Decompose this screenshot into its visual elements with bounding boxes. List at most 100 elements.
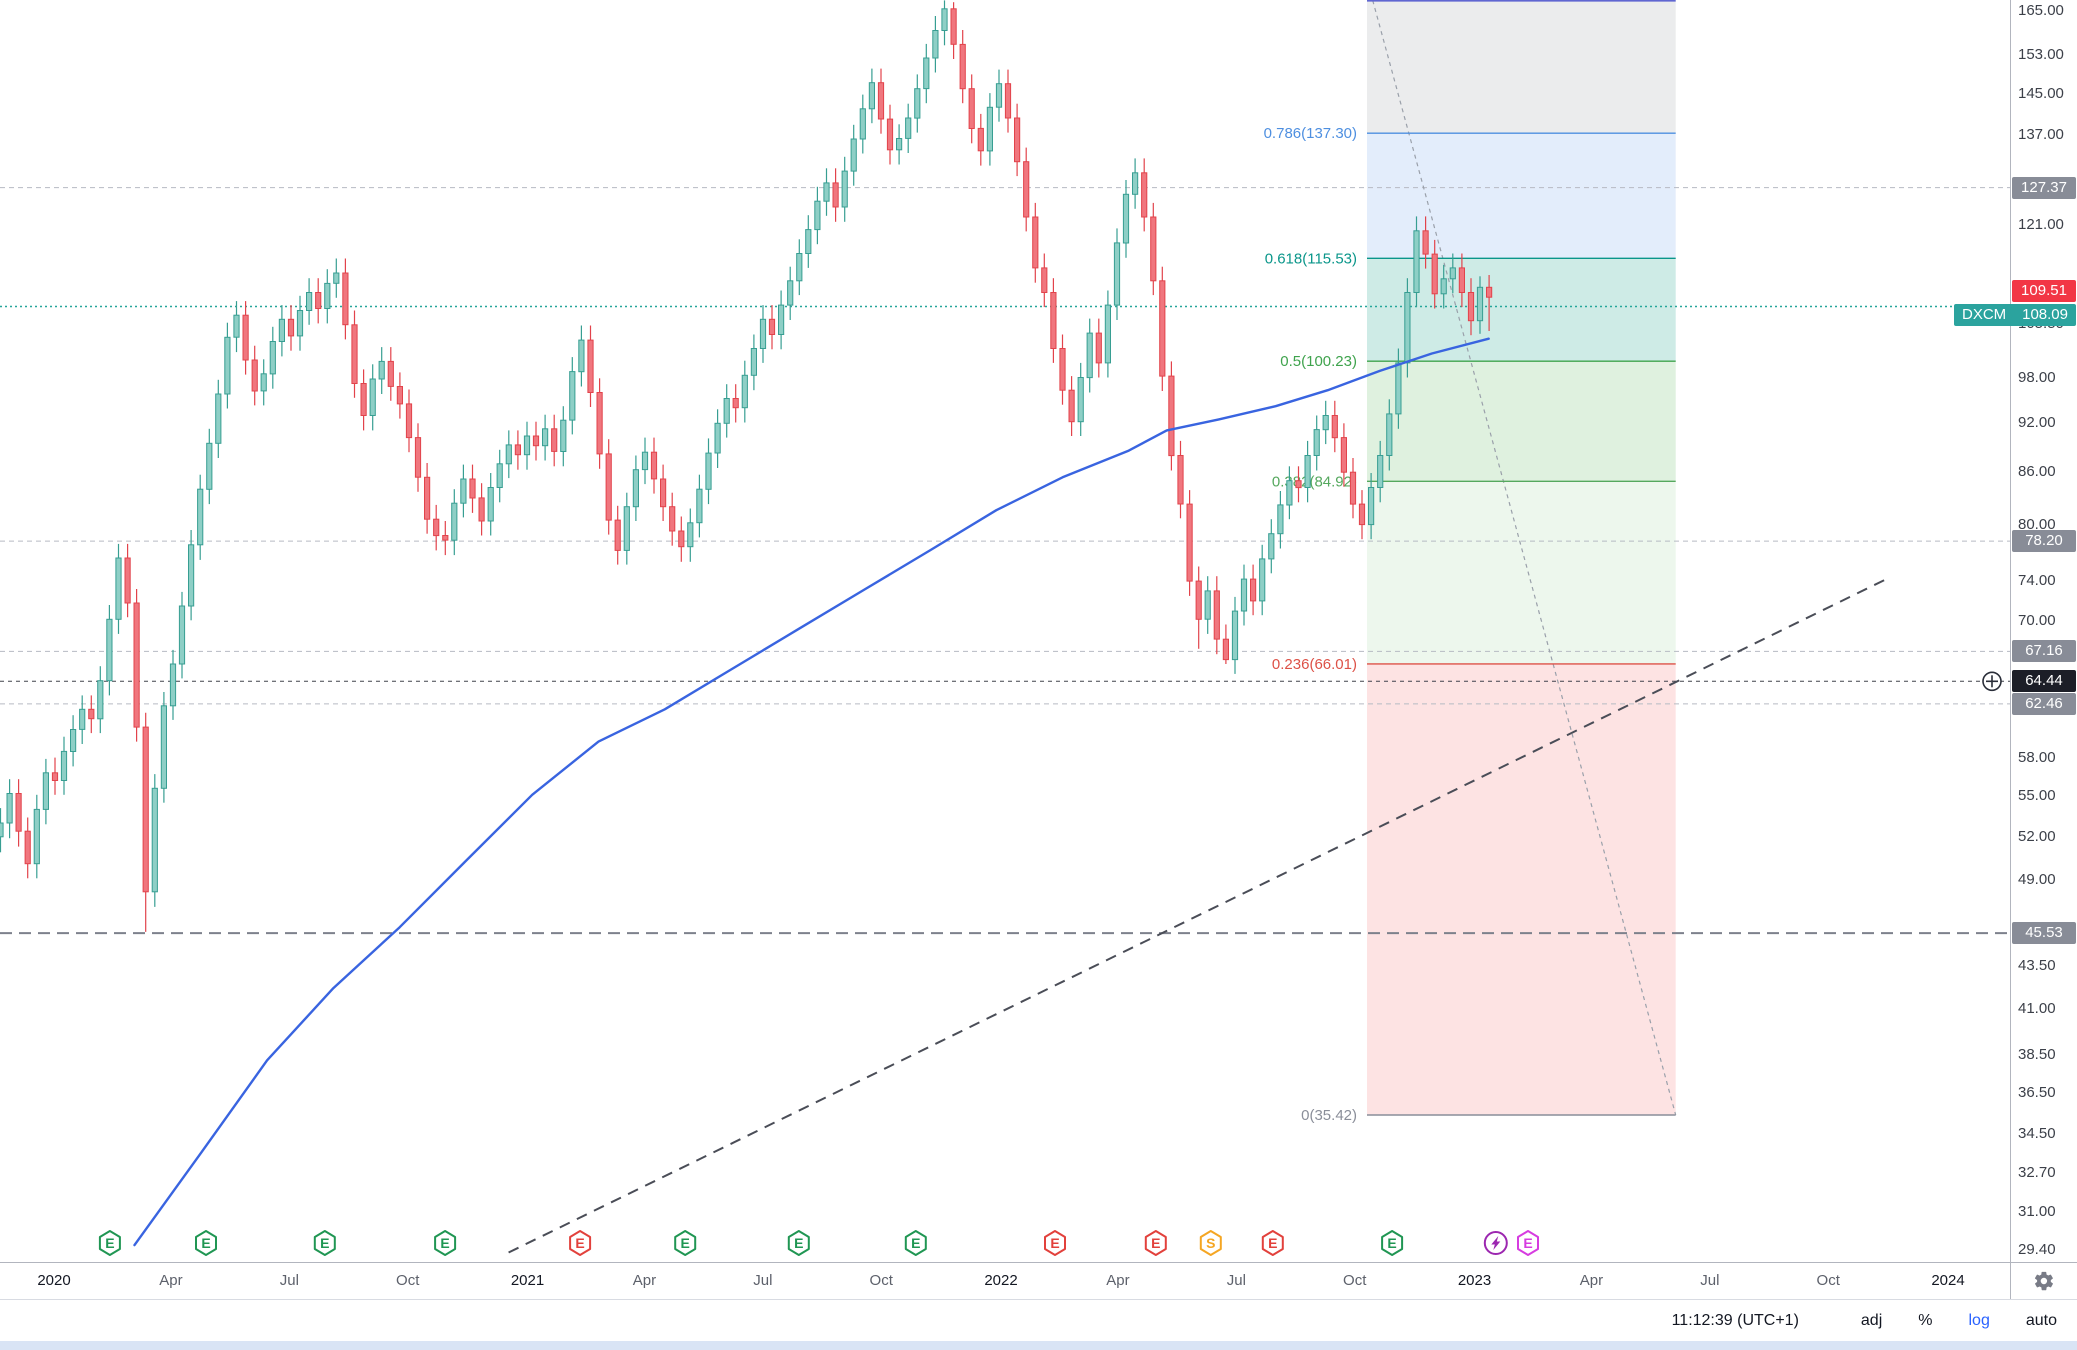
price-tick-label: 74.00 bbox=[2018, 572, 2056, 590]
time-tick-label: Jul bbox=[1226, 1272, 1246, 1289]
log-scale-toggle[interactable]: log bbox=[1968, 1311, 1990, 1329]
time-tick-label: Apr bbox=[1579, 1272, 1604, 1289]
price-tick-label: 29.40 bbox=[2018, 1241, 2056, 1258]
ma-line[interactable] bbox=[133, 337, 1490, 1247]
fib-level-label: 0.236(66.01) bbox=[1272, 656, 1357, 673]
gear-icon[interactable] bbox=[2033, 1270, 2055, 1292]
earnings-marker[interactable]: E bbox=[313, 1230, 336, 1256]
svg-text:E: E bbox=[575, 1235, 584, 1251]
time-tick-label: 2022 bbox=[984, 1272, 1018, 1289]
svg-text:E: E bbox=[201, 1235, 210, 1251]
price-tick-label: 41.00 bbox=[2018, 999, 2056, 1017]
price-tick-label: 70.00 bbox=[2018, 612, 2056, 630]
svg-text:E: E bbox=[1387, 1235, 1396, 1251]
fib-retracement-levels[interactable]: 0.786(137.30) 0.618(115.53) 0.5(100.23) 0.3… bbox=[1264, 0, 1676, 1124]
price-tick-label: 55.00 bbox=[2018, 787, 2056, 805]
price-tick-label: 58.00 bbox=[2018, 748, 2056, 766]
time-axis[interactable]: 2020 Apr Jul Oct 2021 Apr Jul Oct 2022 Apr Jul Oct 2… bbox=[0, 1262, 2010, 1299]
earnings-marker[interactable]: E bbox=[98, 1230, 121, 1256]
earnings-marker[interactable]: E bbox=[1517, 1230, 1539, 1256]
crosshair-price-badge: 64.44 bbox=[2012, 670, 2076, 693]
price-tick-label: 36.50 bbox=[2018, 1084, 2056, 1102]
price-tick-label: 145.00 bbox=[2018, 84, 2064, 102]
price-level-badge: 62.46 bbox=[2012, 692, 2076, 715]
time-tick-label: Jul bbox=[1700, 1272, 1720, 1289]
fib-anchor-line bbox=[1372, 0, 1677, 1116]
percent-scale-toggle[interactable]: % bbox=[1918, 1311, 1933, 1329]
price-tick-label: 52.00 bbox=[2018, 827, 2056, 845]
price-tick-label: 38.50 bbox=[2018, 1045, 2056, 1063]
fib-level-label: 0.382(84.92) bbox=[1272, 473, 1357, 490]
price-level-badge: 109.51 bbox=[2012, 280, 2076, 303]
price-tick-label: 49.00 bbox=[2018, 870, 2056, 888]
crosshair-price-marker[interactable] bbox=[1982, 671, 2002, 692]
svg-text:S: S bbox=[1206, 1235, 1215, 1251]
svg-text:E: E bbox=[681, 1235, 690, 1251]
earnings-marker[interactable]: E bbox=[1044, 1230, 1066, 1256]
time-tick-label: Apr bbox=[632, 1272, 657, 1289]
auto-scale-toggle[interactable]: auto bbox=[2025, 1311, 2057, 1329]
svg-text:E: E bbox=[1151, 1235, 1160, 1251]
earnings-marker[interactable]: E bbox=[674, 1230, 697, 1256]
price-tick-label: 43.50 bbox=[2018, 957, 2056, 975]
svg-text:E: E bbox=[794, 1235, 803, 1251]
price-tick-label: 121.00 bbox=[2018, 215, 2064, 233]
earnings-marker[interactable]: S bbox=[1199, 1230, 1222, 1256]
axis-settings-corner bbox=[2010, 1262, 2077, 1299]
svg-text:E: E bbox=[1050, 1235, 1059, 1251]
earnings-marker[interactable]: E bbox=[434, 1230, 457, 1256]
chart-plot-area[interactable]: 0.786(137.30) 0.618(115.53) 0.5(100.23) 0.3… bbox=[0, 0, 2010, 1262]
candles-series bbox=[0, 0, 1493, 932]
earnings-marker[interactable]: E bbox=[569, 1230, 592, 1256]
time-tick-label: Apr bbox=[159, 1272, 183, 1289]
candlestick-chart[interactable]: 0.786(137.30) 0.618(115.53) 0.5(100.23) 0.3… bbox=[0, 0, 2010, 1262]
adj-toggle[interactable]: adj bbox=[1860, 1311, 1883, 1329]
price-axis[interactable]: 165.00153.00145.00137.00121.00105.5098.0… bbox=[1954, 0, 2077, 1262]
earnings-marker[interactable]: E bbox=[787, 1230, 810, 1256]
price-tick-label: 34.50 bbox=[2018, 1125, 2056, 1143]
earnings-marker[interactable]: E bbox=[1261, 1230, 1284, 1256]
clock[interactable]: 11:12:39 (UTC+1) bbox=[1671, 1311, 1799, 1329]
price-tick-label: 86.00 bbox=[2018, 463, 2056, 481]
support-trendline[interactable] bbox=[508, 578, 1887, 1254]
svg-text:E: E bbox=[1523, 1235, 1532, 1251]
time-tick-label: Oct bbox=[1816, 1272, 1840, 1289]
time-tick-label: Oct bbox=[869, 1272, 893, 1289]
price-tick-label: 98.00 bbox=[2018, 368, 2056, 386]
earnings-marker[interactable]: E bbox=[1381, 1230, 1404, 1256]
price-tick-label: 165.00 bbox=[2018, 2, 2064, 19]
earnings-marker[interactable]: E bbox=[1144, 1230, 1167, 1256]
svg-text:E: E bbox=[105, 1235, 114, 1251]
price-tick-label: 92.00 bbox=[2018, 414, 2056, 432]
price-tick-label: 80.00 bbox=[2018, 515, 2056, 533]
alert-lightning-marker[interactable] bbox=[1483, 1231, 1508, 1255]
price-level-badge: 45.53 bbox=[2012, 922, 2076, 945]
time-tick-label: Jul bbox=[279, 1272, 299, 1289]
horizontal-price-lines bbox=[0, 187, 2010, 935]
fib-retracement-bands[interactable] bbox=[1367, 0, 1676, 1115]
earnings-marker[interactable]: E bbox=[195, 1230, 217, 1256]
time-tick-label: Oct bbox=[1343, 1272, 1367, 1289]
fib-level-label: 0.618(115.53) bbox=[1265, 250, 1357, 267]
fib-level-label: 0.5(100.23) bbox=[1280, 353, 1357, 370]
bottom-strip bbox=[0, 1341, 2077, 1350]
earnings-marker[interactable]: E bbox=[904, 1230, 927, 1256]
time-tick-label: 2020 bbox=[37, 1272, 71, 1289]
svg-text:E: E bbox=[1268, 1235, 1277, 1251]
price-tick-label: 31.00 bbox=[2018, 1202, 2056, 1220]
symbol-label: DXCM bbox=[1962, 305, 2007, 323]
symbol-price: 108.09 bbox=[2022, 305, 2068, 323]
fib-level-label: 0.786(137.30) bbox=[1264, 125, 1357, 142]
time-tick-label: 2021 bbox=[510, 1272, 545, 1289]
price-tick-label: 153.00 bbox=[2018, 45, 2064, 63]
svg-text:E: E bbox=[911, 1235, 920, 1251]
price-level-badge: 67.16 bbox=[2012, 640, 2076, 663]
price-level-badge: 78.20 bbox=[2012, 530, 2076, 553]
symbol-price-badge: DXCM 108.09 bbox=[1954, 303, 2076, 326]
svg-text:E: E bbox=[440, 1235, 449, 1251]
price-tick-label: 32.70 bbox=[2018, 1163, 2056, 1181]
time-tick-label: 2024 bbox=[1931, 1272, 1965, 1289]
price-level-badge: 127.37 bbox=[2012, 176, 2076, 199]
